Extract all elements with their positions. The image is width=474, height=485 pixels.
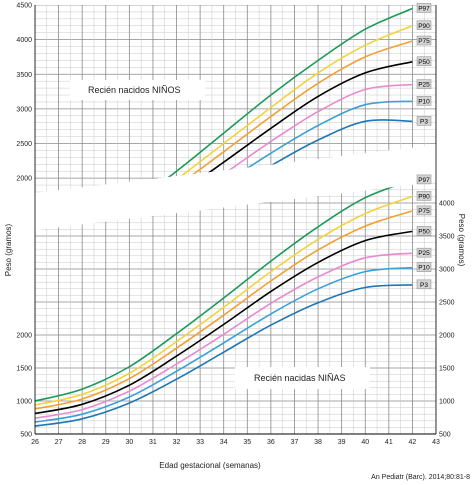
top-panel-label-box-p75 [416, 35, 432, 46]
bottom-panel-curves [35, 181, 413, 427]
x-tick-label: 28 [78, 439, 86, 446]
x-axis-title: Edad gestacional (semanas) [159, 461, 261, 470]
bottom-panel-label-p10: P10 [418, 265, 430, 272]
bottom-panel-curve-p3 [35, 284, 413, 427]
top-y-tick-label: 3000 [16, 106, 32, 113]
bottom-right-y-tick-label: 2500 [439, 300, 455, 307]
top-panel-label-p10: P10 [418, 98, 430, 105]
top-panel-label-box-p97 [416, 3, 432, 13]
citation: An Pediatr (Barc). 2014;80:81-8 [371, 474, 470, 481]
bottom-left-y-tick-label: 2000 [16, 333, 32, 340]
x-tick-label: 34 [220, 439, 228, 446]
top-panel-curve-p50 [35, 61, 413, 193]
bottom-panel-curve-p25 [35, 252, 413, 419]
bottom-panel-label-p50: P50 [418, 228, 430, 235]
x-tick-label: 27 [55, 439, 63, 446]
top-y-tick-label: 2500 [16, 141, 32, 148]
bottom-panel-label-box-p97 [416, 174, 432, 185]
x-tick-label: 30 [125, 439, 133, 446]
bottom-left-y-tick-label: 1500 [16, 366, 32, 373]
separator-band [35, 144, 436, 230]
top-panel-label-p75: P75 [418, 38, 430, 45]
y-axis-title-right: Peso (gramos) [457, 214, 466, 267]
x-tick-label: 36 [267, 439, 275, 446]
top-y-tick-label: 4500 [16, 3, 32, 10]
bottom-right-y-tick-label: 4000 [439, 201, 455, 208]
bottom-panel-label-box-p25 [416, 247, 432, 258]
bottom-panel-curve-p75 [35, 210, 413, 410]
y-axis-title-left: Peso (gramos) [4, 223, 13, 276]
top-panel-label-box-p50 [416, 56, 432, 67]
top-panel-label: Recién nacidos NIÑOS [88, 85, 181, 95]
x-tick-label: 33 [196, 439, 204, 446]
bottom-right-y-tick-label: 1500 [439, 366, 455, 373]
top-panel-label-p3: P3 [420, 118, 428, 125]
top-panel-label-p50: P50 [418, 59, 430, 66]
top-y-tick-label: 4000 [16, 37, 32, 44]
x-tick-label: 37 [291, 439, 299, 446]
top-panel-label-box-p25 [416, 79, 432, 89]
x-tick-label: 35 [243, 439, 251, 446]
top-y-tick-label: 3500 [16, 72, 32, 79]
bottom-panel-label-p97: P97 [418, 177, 430, 184]
top-panel-label-box-p10 [416, 96, 432, 106]
top-panel-label-p25: P25 [418, 82, 430, 89]
top-panel-curve-p90 [35, 25, 413, 193]
bottom-right-y-tick-label: 3000 [439, 267, 455, 274]
x-tick-label: 41 [385, 439, 393, 446]
bottom-left-y-tick-label: 500 [20, 432, 32, 439]
bottom-right-y-tick-label: 1000 [439, 399, 455, 406]
top-panel-curve-p75 [35, 40, 413, 193]
top-panel-label-box-p90 [416, 20, 432, 31]
bottom-panel-curve-p10 [35, 266, 413, 423]
x-tick-label: 40 [361, 439, 369, 446]
x-tick-label: 38 [314, 439, 322, 446]
bottom-panel-curve-p50 [35, 230, 413, 415]
top-y-tick-label: 2000 [16, 176, 32, 183]
x-tick-label: 32 [173, 439, 181, 446]
x-tick-label: 31 [149, 439, 157, 446]
top-panel-curve-p3 [35, 119, 413, 193]
bottom-panel-curve-p90 [35, 195, 413, 406]
x-tick-label: 29 [102, 439, 110, 446]
top-panel-curve-p97 [35, 7, 413, 193]
bottom-right-y-tick-label: 500 [439, 432, 451, 439]
top-panel-label-box [70, 80, 205, 100]
bottom-panel-label-box-p75 [416, 205, 432, 216]
bottom-panel-label-p75: P75 [418, 208, 430, 215]
separator-band-fill [35, 144, 436, 230]
bottom-panel-label-p90: P90 [418, 193, 430, 200]
top-panel-label-box-p3 [416, 116, 432, 126]
x-tick-label: 26 [31, 439, 39, 446]
bottom-panel-label-p25: P25 [418, 250, 430, 257]
bottom-panel-label-box-p50 [416, 226, 432, 236]
x-tick-label: 39 [338, 439, 346, 446]
bottom-panel-curve-p97 [35, 181, 413, 402]
top-panel-label-p90: P90 [418, 23, 430, 30]
bottom-panel-label-p3: P3 [420, 282, 428, 289]
bottom-panel-label-box-p3 [416, 279, 432, 290]
x-tick-label: 43 [432, 439, 440, 446]
bottom-left-y-tick-label: 1000 [16, 399, 32, 406]
bottom-panel-label-box-p10 [416, 262, 432, 272]
bottom-panel-percentile-labels: P97 P90 P75 P50 P25 P10 P3 [416, 174, 432, 290]
bottom-right-y-tick-label: 3500 [439, 234, 455, 241]
bottom-right-y-tick-label: 2000 [439, 333, 455, 340]
x-tick-label: 42 [409, 439, 417, 446]
bottom-panel-label-box [235, 367, 370, 389]
axes: 26 27 28 29 30 31 32 33 34 35 36 37 38 39 40 41 42 43 4500… [16, 3, 454, 447]
top-panel-label-p97: P97 [418, 5, 430, 12]
top-panel-percentile-labels: P97 P90 P75 P50 P25 P10 P3 [416, 3, 432, 126]
bottom-panel-label-box-p90 [416, 191, 432, 201]
bottom-panel-label: Recién nacidas NIÑAS [254, 373, 346, 383]
